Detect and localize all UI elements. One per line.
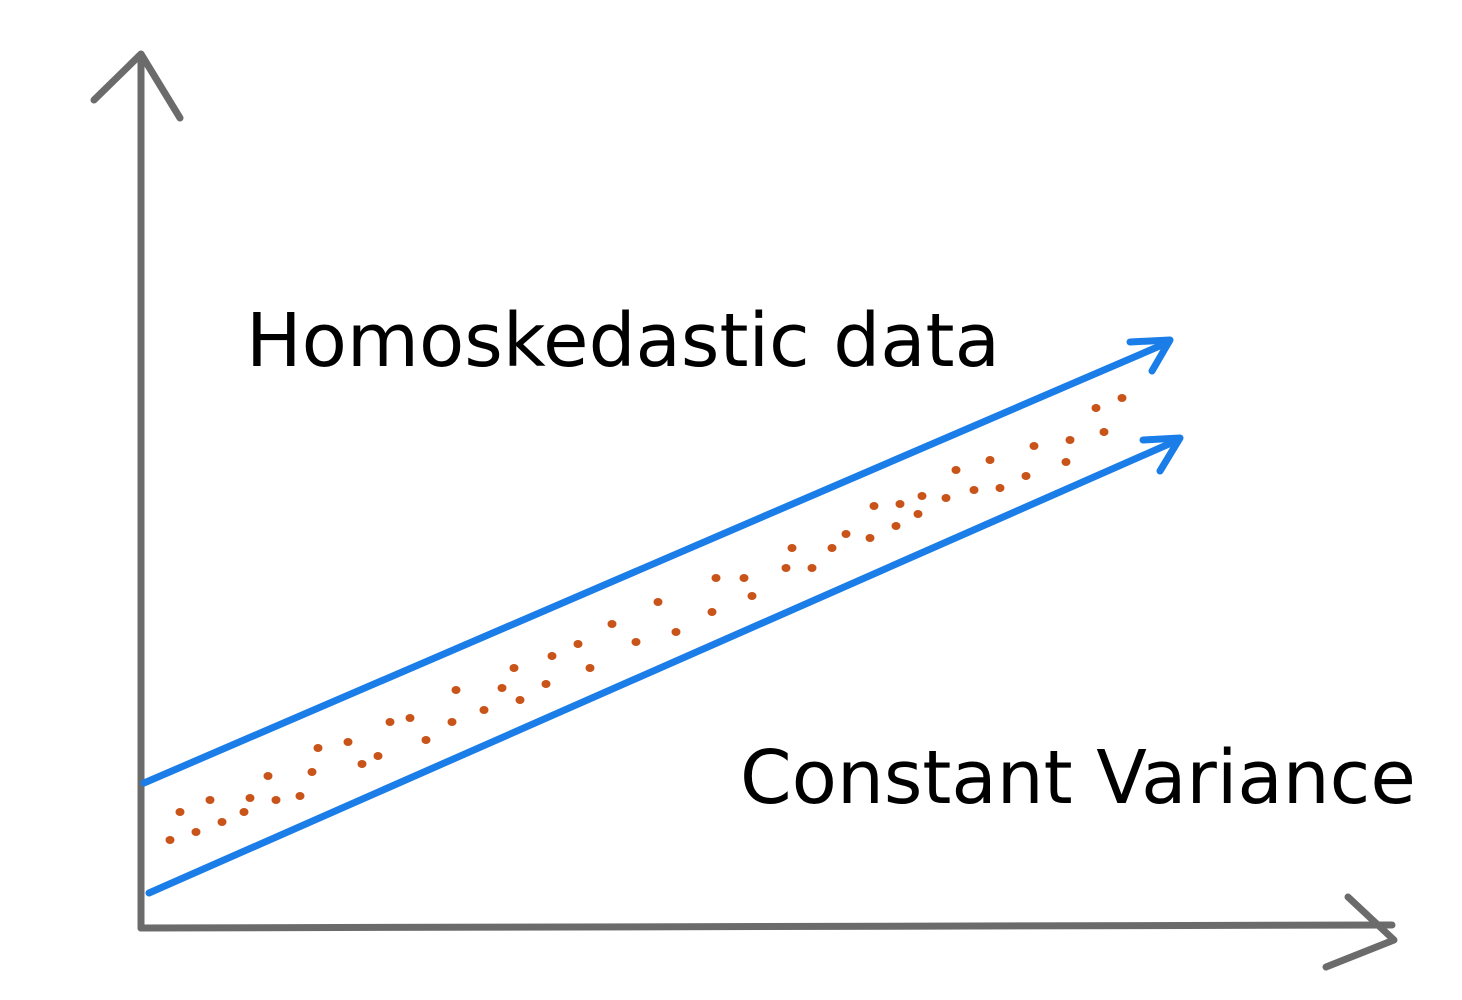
data-point xyxy=(451,686,461,694)
data-point xyxy=(245,794,255,802)
data-point xyxy=(891,522,901,530)
data-point xyxy=(263,772,273,780)
data-point xyxy=(497,684,507,692)
data-point xyxy=(707,608,717,616)
data-point xyxy=(1117,394,1127,402)
upper-boundary-line xyxy=(140,338,1173,787)
data-point xyxy=(385,718,395,726)
data-point xyxy=(585,664,595,672)
data-point xyxy=(865,534,875,542)
data-point xyxy=(205,796,215,804)
data-point xyxy=(307,768,317,776)
data-point xyxy=(1091,404,1101,412)
data-point xyxy=(447,718,457,726)
upper-boundary-arrowhead xyxy=(1126,336,1174,375)
data-point xyxy=(541,680,551,688)
x-axis-arrowhead xyxy=(1322,893,1398,971)
data-point xyxy=(191,828,201,836)
data-point xyxy=(739,574,749,582)
data-point xyxy=(985,456,995,464)
data-point xyxy=(515,696,525,704)
data-points xyxy=(165,394,1127,844)
data-point xyxy=(295,792,305,800)
data-point xyxy=(995,484,1005,492)
data-point xyxy=(1061,458,1071,466)
lower-boundary-arrowhead xyxy=(1139,434,1184,475)
data-point xyxy=(357,760,367,768)
data-point xyxy=(913,510,923,518)
data-point xyxy=(239,808,249,816)
diagram-title: Homoskedastic data xyxy=(246,298,1000,384)
data-point xyxy=(941,494,951,502)
data-point xyxy=(313,744,323,752)
data-point xyxy=(373,752,383,760)
data-point xyxy=(781,564,791,572)
data-point xyxy=(573,640,583,648)
data-point xyxy=(217,818,227,826)
data-point xyxy=(827,544,837,552)
data-point xyxy=(405,714,415,722)
data-point xyxy=(711,574,721,582)
data-point xyxy=(631,638,641,646)
data-point xyxy=(969,486,979,494)
lower-boundary-line xyxy=(145,436,1182,897)
y-axis-arrowhead xyxy=(90,50,184,122)
data-point xyxy=(165,836,175,844)
data-point xyxy=(895,500,905,508)
data-point xyxy=(547,652,557,660)
data-point xyxy=(917,492,927,500)
data-point xyxy=(509,664,519,672)
data-point xyxy=(175,808,185,816)
data-point xyxy=(653,598,663,606)
data-point xyxy=(1029,442,1039,450)
data-point xyxy=(1099,428,1109,436)
data-point xyxy=(807,564,817,572)
data-point xyxy=(1065,436,1075,444)
data-point xyxy=(671,628,681,636)
data-point xyxy=(841,530,851,538)
data-point xyxy=(271,796,281,804)
x-axis xyxy=(137,921,1396,932)
data-point xyxy=(747,592,757,600)
data-point xyxy=(607,620,617,628)
data-point xyxy=(421,736,431,744)
data-point xyxy=(343,738,353,746)
data-point xyxy=(479,706,489,714)
diagram-subtitle: Constant Variance xyxy=(740,735,1416,821)
data-point xyxy=(1021,472,1031,480)
data-point xyxy=(869,502,879,510)
data-point xyxy=(787,544,797,552)
boundary-lines xyxy=(140,336,1184,897)
data-point xyxy=(951,466,961,474)
